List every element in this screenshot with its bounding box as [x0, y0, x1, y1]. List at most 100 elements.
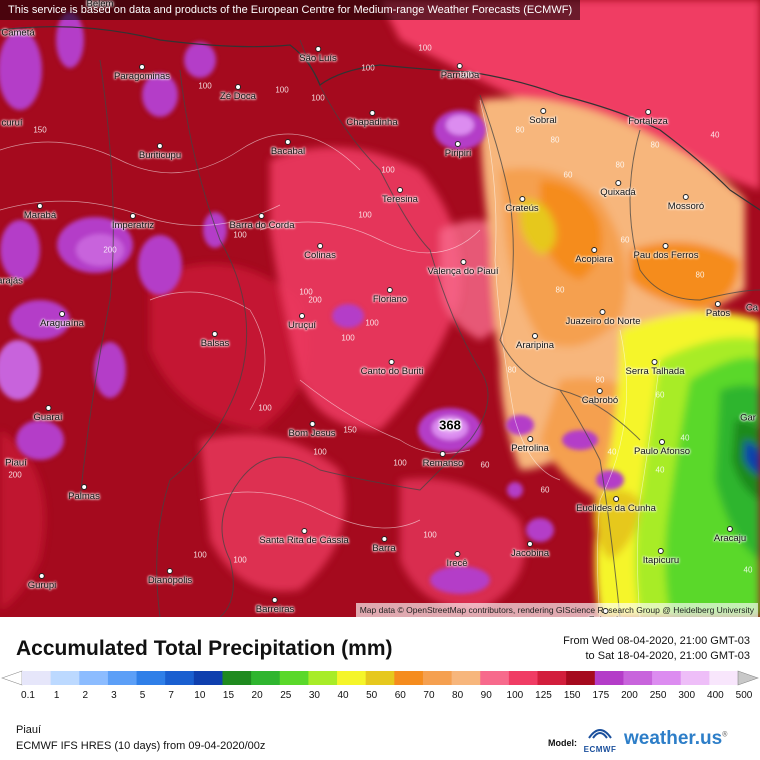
city-name: Feira de — [589, 615, 624, 617]
contour-value-label: 60 — [480, 460, 490, 470]
city-name: Jacobina — [510, 548, 550, 559]
scale-tick-label: 175 — [592, 690, 609, 701]
city-marker-icon — [454, 141, 461, 147]
precip-cell-300 — [440, 420, 460, 432]
city-marker-icon — [389, 359, 395, 365]
city-label: Barra — [372, 536, 396, 554]
city-name: Patos — [705, 308, 731, 319]
city-name: Palmas — [68, 491, 100, 502]
city-marker-icon — [454, 551, 460, 557]
city-label: Santa Rita de Cássia — [259, 528, 349, 546]
city-name: Piauí — [5, 457, 27, 469]
city-label: Paulo Afonso — [634, 439, 690, 457]
contour-value-label: 100 — [275, 85, 289, 95]
city-marker-icon — [540, 108, 546, 114]
city-marker-icon — [527, 541, 533, 547]
scale-swatch — [337, 671, 367, 685]
precip-cell-175 — [203, 212, 227, 248]
city-label: Teresina — [382, 187, 418, 205]
city-name: Marabá — [23, 210, 57, 221]
city-marker-icon — [309, 421, 315, 427]
coastline — [0, 26, 760, 211]
contour-value-label: 100 — [193, 550, 207, 560]
city-marker-icon — [662, 243, 669, 249]
precip-cell-175 — [184, 42, 216, 78]
city-marker-icon — [59, 311, 65, 317]
city-marker-icon — [258, 213, 265, 219]
city-marker-icon — [727, 526, 733, 532]
city-marker-icon — [271, 597, 278, 603]
city-name: Acopiara — [575, 254, 613, 265]
precip-cell-175 — [430, 566, 490, 594]
contour-value-label: 100 — [381, 165, 395, 175]
scale-tick-label: 15 — [223, 690, 235, 701]
scale-tick-label: 0.1 — [21, 690, 35, 701]
contour-value-label: 80 — [650, 140, 660, 150]
city-label: Serra Talhada — [625, 359, 685, 377]
city-label: Piripiri — [445, 141, 471, 159]
scale-tick-label: 25 — [280, 690, 292, 701]
scale-tick-label: 400 — [707, 690, 724, 701]
precip-zone-125 — [150, 264, 309, 430]
ecmwf-logo: ECMWF — [580, 726, 620, 754]
city-name: Itapicuru — [642, 555, 680, 566]
scale-tick-label: 150 — [564, 690, 581, 701]
contour-value-label: 100 — [341, 333, 355, 343]
city-name: Ca — [745, 302, 759, 314]
contour-value-label: 60 — [563, 170, 573, 180]
city-label: Sobral — [529, 108, 557, 126]
scale-swatch — [365, 671, 395, 685]
city-label: Bacabal — [271, 139, 305, 157]
scale-swatch — [165, 671, 195, 685]
precip-cell-175 — [94, 342, 126, 398]
precip-cell-175 — [16, 420, 64, 460]
city-label: Feira de — [589, 608, 624, 617]
precipitation-map[interactable]: This service is based on data and produc… — [0, 0, 760, 617]
city-marker-icon — [167, 568, 173, 574]
city-marker-icon — [602, 608, 609, 614]
city-label: Crateús — [505, 196, 539, 214]
contour-value-label: 40 — [710, 130, 720, 140]
precip-cell-175 — [562, 430, 598, 450]
city-name: Serra Talhada — [625, 366, 685, 377]
forecast-period: From Wed 08-04-2020, 21:00 GMT-03 to Sat… — [563, 634, 750, 664]
contour-value-label: 200 — [8, 470, 22, 480]
weather-us-logo[interactable]: weather.us® — [624, 728, 727, 750]
scale-swatch — [222, 671, 252, 685]
scale-swatch — [623, 671, 653, 685]
city-marker-icon — [138, 64, 145, 70]
city-name: Colinas — [304, 250, 336, 261]
contour-value-label: 100 — [418, 43, 432, 53]
scale-tick-label: 40 — [337, 690, 349, 701]
contour-value-label: 200 — [308, 295, 322, 305]
city-name: Belem — [86, 0, 114, 10]
precip-zone-50 — [594, 490, 640, 560]
precip-zone-60 — [630, 242, 740, 310]
city-name: Araripina — [515, 340, 555, 351]
city-name: Dianópolis — [147, 575, 193, 586]
city-marker-icon — [396, 187, 403, 193]
city-label: Patos — [706, 301, 730, 319]
scale-swatch — [136, 671, 166, 685]
precip-cell-175 — [506, 415, 534, 435]
city-label: Juazeiro do Norte — [566, 309, 640, 327]
precip-zone-125 — [0, 430, 45, 610]
city-label: Euclides da Cunha — [576, 496, 656, 514]
precip-zone-100 — [380, 0, 760, 190]
precip-zone-60 — [540, 180, 603, 280]
city-marker-icon — [651, 359, 658, 365]
city-marker-icon — [369, 110, 375, 116]
city-label: Acopiara — [575, 247, 613, 265]
contour-value-label: 80 — [695, 270, 705, 280]
city-label: Aracaju — [714, 526, 746, 544]
map-title: Accumulated Total Precipitation (mm) — [16, 637, 393, 660]
scale-swatch — [308, 671, 338, 685]
state-borders — [79, 39, 760, 617]
city-label: Araguaína — [40, 311, 84, 329]
city-name: São Luís — [299, 53, 337, 64]
scale-swatch — [594, 671, 624, 685]
city-name: Crateús — [505, 203, 539, 214]
precip-cell-200 — [0, 340, 40, 400]
precip-cell-175 — [56, 12, 84, 68]
city-name: Paulo Afonso — [634, 446, 690, 457]
